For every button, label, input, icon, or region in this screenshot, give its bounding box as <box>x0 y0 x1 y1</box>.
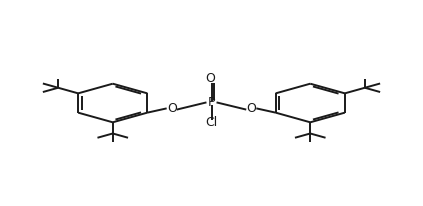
Text: O: O <box>205 72 215 85</box>
Text: P: P <box>208 96 215 110</box>
Text: Cl: Cl <box>206 116 217 129</box>
Text: O: O <box>167 102 177 116</box>
Text: O: O <box>246 102 256 116</box>
